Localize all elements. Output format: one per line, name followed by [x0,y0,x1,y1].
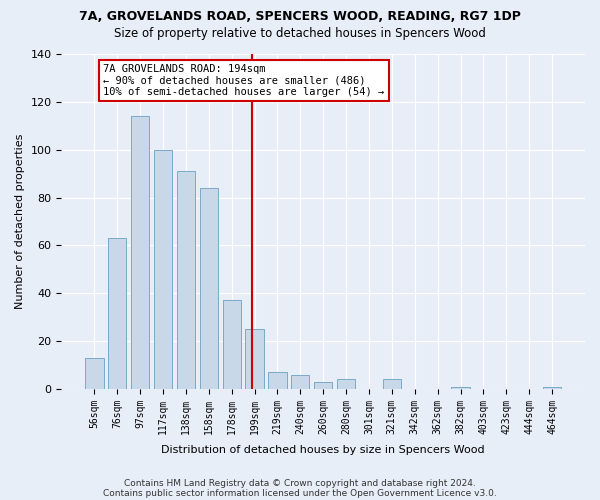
Bar [223,300,241,389]
Bar [177,171,195,389]
Bar [543,386,561,389]
Bar [337,380,355,389]
Y-axis label: Number of detached properties: Number of detached properties [15,134,25,309]
Bar [245,329,264,389]
Bar [131,116,149,389]
Bar [268,372,287,389]
Bar [451,386,470,389]
Bar [108,238,127,389]
X-axis label: Distribution of detached houses by size in Spencers Wood: Distribution of detached houses by size … [161,445,485,455]
Bar [291,374,310,389]
Bar [154,150,172,389]
Text: 7A GROVELANDS ROAD: 194sqm
← 90% of detached houses are smaller (486)
10% of sem: 7A GROVELANDS ROAD: 194sqm ← 90% of deta… [103,64,385,97]
Bar [85,358,104,389]
Bar [200,188,218,389]
Text: Contains HM Land Registry data © Crown copyright and database right 2024.: Contains HM Land Registry data © Crown c… [124,478,476,488]
Bar [314,382,332,389]
Text: Size of property relative to detached houses in Spencers Wood: Size of property relative to detached ho… [114,28,486,40]
Bar [383,380,401,389]
Text: Contains public sector information licensed under the Open Government Licence v3: Contains public sector information licen… [103,488,497,498]
Text: 7A, GROVELANDS ROAD, SPENCERS WOOD, READING, RG7 1DP: 7A, GROVELANDS ROAD, SPENCERS WOOD, READ… [79,10,521,23]
